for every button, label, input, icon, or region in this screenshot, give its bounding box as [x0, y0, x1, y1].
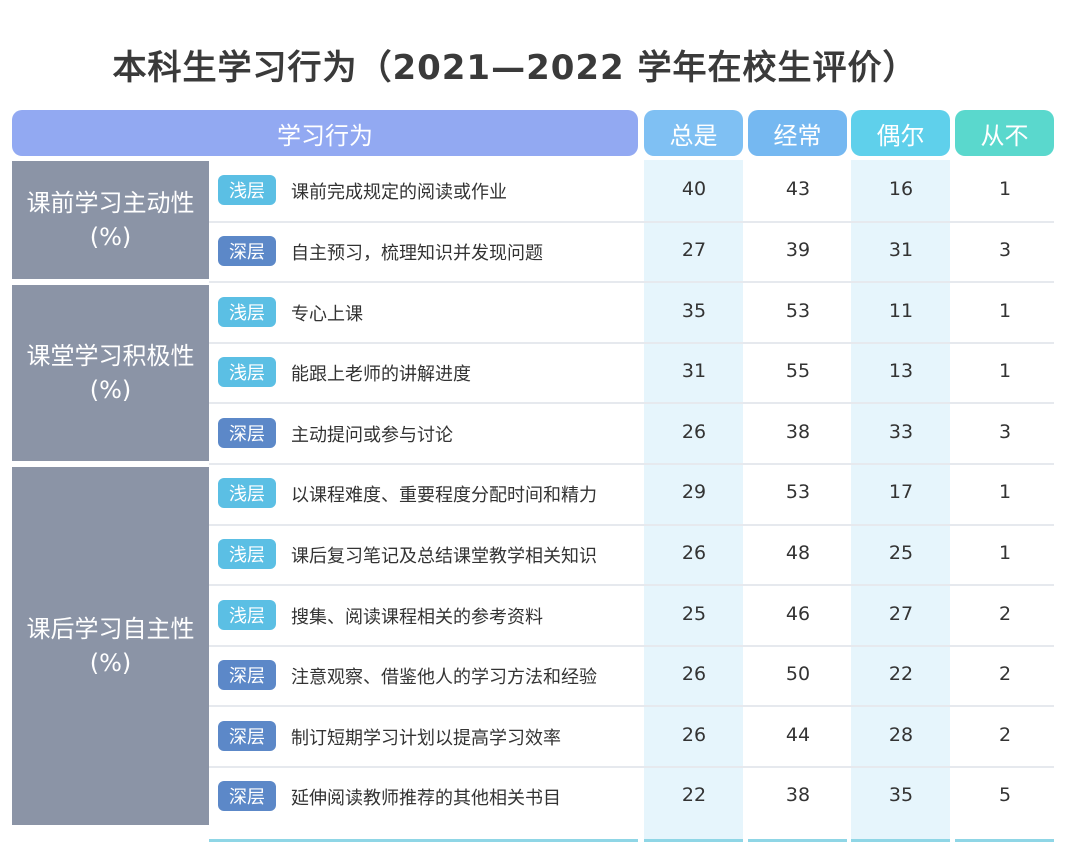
group-unit: (%) [89, 376, 132, 405]
cell-value: 26 [681, 420, 707, 443]
cell-value: 5 [998, 784, 1012, 807]
tag-shallow: 浅层 [218, 478, 276, 509]
row-separator [209, 705, 1054, 708]
cell-value: 38 [785, 784, 811, 807]
tag-deep: 深层 [218, 660, 276, 691]
cell-value: 1 [998, 178, 1012, 201]
group-name: 课后学习自主性 [26, 614, 195, 643]
cell-value: 1 [998, 299, 1012, 322]
table-bottom-line [209, 839, 638, 842]
header-col-2: 经常 [748, 110, 847, 156]
tag-shallow: 浅层 [218, 296, 276, 327]
row-separator [209, 766, 1054, 768]
cell-value: 1 [998, 360, 1012, 383]
behavior-item: 以课程难度、重要程度分配时间和精力 [291, 485, 597, 507]
group-unit: (%) [89, 223, 132, 252]
tag-deep: 深层 [218, 781, 276, 812]
cell-value: 2 [998, 663, 1012, 686]
cell-value: 33 [888, 420, 914, 443]
cell-value: 50 [785, 663, 811, 686]
cell-value: 31 [888, 238, 914, 261]
cell-value: 55 [785, 360, 811, 383]
cell-value: 16 [888, 178, 914, 201]
group-label: 课堂学习积极性 (%) [12, 285, 209, 461]
cell-value: 53 [785, 481, 811, 504]
cell-value: 26 [681, 541, 707, 564]
cell-value: 27 [888, 602, 914, 625]
cell-value: 25 [888, 541, 914, 564]
tag-shallow: 浅层 [218, 599, 276, 630]
column-bottom-line [748, 839, 847, 842]
group-unit: (%) [89, 648, 132, 677]
column-band-3 [851, 160, 950, 842]
row-separator [209, 463, 1054, 465]
cell-value: 43 [785, 178, 811, 201]
tag-deep: 深层 [218, 235, 276, 266]
cell-value: 11 [888, 299, 914, 322]
cell-value: 40 [681, 178, 707, 201]
behavior-item: 主动提问或参与讨论 [291, 424, 453, 446]
cell-value: 28 [888, 723, 914, 746]
row-separator [209, 281, 1054, 284]
behavior-item: 注意观察、借鉴他人的学习方法和经验 [291, 667, 597, 689]
column-bottom-line [851, 839, 950, 842]
tag-shallow: 浅层 [218, 357, 276, 388]
row-separator [209, 644, 1054, 647]
cell-value: 29 [681, 481, 707, 504]
cell-value: 22 [681, 784, 707, 807]
cell-value: 22 [888, 663, 914, 686]
cell-value: 39 [785, 238, 811, 261]
row-separator [209, 523, 1054, 526]
cell-value: 1 [998, 481, 1012, 504]
behavior-item: 专心上课 [291, 303, 363, 325]
cell-value: 17 [888, 481, 914, 504]
cell-value: 35 [888, 784, 914, 807]
cell-value: 2 [998, 723, 1012, 746]
cell-value: 35 [681, 299, 707, 322]
row-separator [209, 220, 1054, 223]
behavior-item: 制订短期学习计划以提高学习效率 [291, 727, 561, 749]
cell-value: 46 [785, 602, 811, 625]
row-separator [209, 584, 1054, 587]
header-behavior: 学习行为 [12, 110, 638, 156]
cell-value: 53 [785, 299, 811, 322]
cell-value: 38 [785, 420, 811, 443]
row-separator [209, 402, 1054, 405]
header-col-3: 偶尔 [851, 110, 950, 156]
tag-shallow: 浅层 [218, 175, 276, 206]
header-col-4: 从不 [955, 110, 1054, 156]
cell-value: 13 [888, 360, 914, 383]
group-label: 课后学习自主性 (%) [12, 467, 209, 825]
cell-value: 26 [681, 663, 707, 686]
cell-value: 2 [998, 602, 1012, 625]
page-title: 本科生学习行为（2021—2022 学年在校生评价） [112, 48, 918, 88]
header-col-1: 总是 [644, 110, 743, 156]
tag-deep: 深层 [218, 417, 276, 448]
column-band-1 [644, 160, 743, 842]
cell-value: 3 [998, 420, 1012, 443]
behavior-item: 自主预习，梳理知识并发现问题 [291, 242, 543, 264]
tag-deep: 深层 [218, 720, 276, 751]
cell-value: 44 [785, 723, 811, 746]
group-name: 课堂学习积极性 [26, 342, 195, 371]
cell-value: 48 [785, 541, 811, 564]
row-separator [209, 341, 1054, 344]
behavior-item: 课前完成规定的阅读或作业 [291, 182, 507, 204]
behavior-item: 课后复习笔记及总结课堂教学相关知识 [291, 545, 597, 567]
column-bottom-line [644, 839, 743, 842]
cell-value: 25 [681, 602, 707, 625]
group-label: 课前学习主动性 (%) [12, 161, 209, 280]
column-bottom-line [955, 839, 1054, 842]
cell-value: 3 [998, 238, 1012, 261]
behavior-item: 能跟上老师的讲解进度 [291, 364, 471, 386]
cell-value: 27 [681, 238, 707, 261]
behavior-item: 延伸阅读教师推荐的其他相关书目 [291, 788, 561, 810]
cell-value: 26 [681, 723, 707, 746]
cell-value: 1 [998, 541, 1012, 564]
behavior-item: 搜集、阅读课程相关的参考资料 [291, 606, 543, 628]
group-name: 课前学习主动性 [26, 189, 195, 218]
cell-value: 31 [681, 360, 707, 383]
tag-shallow: 浅层 [218, 538, 276, 569]
